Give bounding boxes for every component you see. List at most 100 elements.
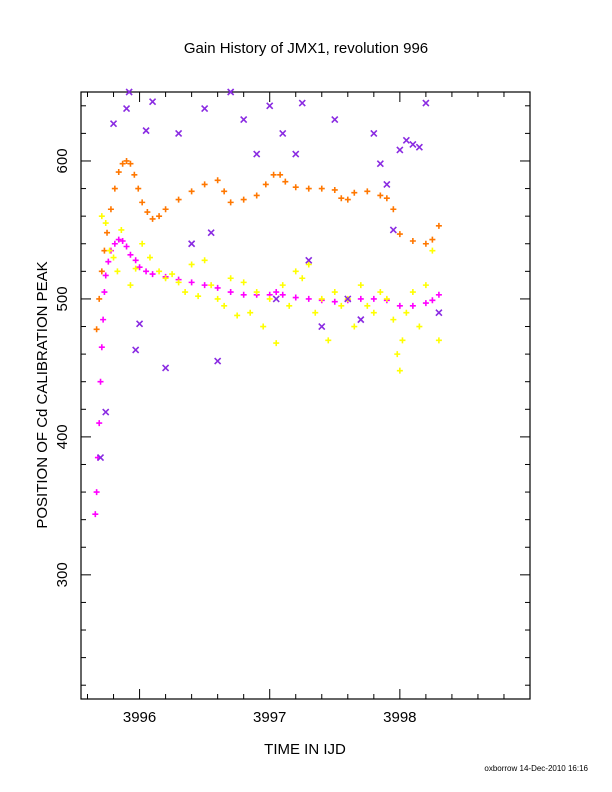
data-point [139,199,146,206]
data-point [131,171,138,178]
data-point [415,143,423,151]
data-point [106,247,113,254]
data-point [389,226,397,234]
data-point [396,146,404,154]
data-point [396,367,403,374]
data-point [383,180,391,188]
data-point [331,116,339,124]
data-point [260,323,267,330]
data-point [127,251,134,258]
data-point [139,240,146,247]
data-point [253,192,260,199]
data-point [149,215,156,222]
y-tick-label: 400 [54,424,71,449]
data-point [364,302,371,309]
x-tick-label: 3997 [253,709,286,726]
data-point [201,282,208,289]
data-point [282,178,289,185]
data-point [97,378,104,385]
data-point [162,275,169,282]
data-point [102,408,110,416]
data-point [422,282,429,289]
data-point [115,236,122,243]
data-point [98,344,105,351]
data-point [279,291,286,298]
data-point [390,206,397,213]
data-point [409,302,416,309]
data-point [351,323,358,330]
data-point [175,279,182,286]
data-point [227,88,235,96]
data-point [136,264,143,271]
data-point [111,185,118,192]
data-point [214,295,221,302]
plot-frame [80,91,531,700]
data-point [132,257,139,264]
data-point [377,192,384,199]
data-point [127,282,134,289]
data-point [132,265,139,272]
data-point [105,258,112,265]
data-point [357,282,364,289]
data-point [429,247,436,254]
data-point [227,275,234,282]
data-point [221,188,228,195]
series-group [92,236,442,518]
data-point [240,291,247,298]
data-point [429,236,436,243]
data-point [305,261,312,268]
data-point [92,511,99,518]
data-point [227,199,234,206]
data-point [101,247,108,254]
data-point [109,120,118,128]
data-point [98,268,105,275]
y-tick-label: 600 [54,148,71,173]
data-point [115,169,122,176]
data-point [273,340,280,347]
data-point [118,226,125,233]
y-tick-label: 300 [54,562,71,587]
data-point [98,213,105,220]
data-point [175,129,183,137]
data-point [227,289,234,296]
data-point [125,88,133,96]
data-point [207,229,215,237]
data-point [119,237,126,244]
data-point [277,171,284,178]
data-point [175,196,182,203]
data-point [292,268,299,275]
data-point [169,271,176,278]
data-point [416,323,423,330]
data-point [370,295,377,302]
data-point [240,116,248,124]
data-point [93,489,100,496]
y-axis-label: POSITION OF Cd CALIBRATION PEAK [34,261,51,528]
data-point [331,289,338,296]
data-point [149,98,157,106]
data-point [305,256,313,264]
footer-credit: oxborrow 14-Dec-2010 16:16 [484,764,588,773]
data-point [146,254,153,261]
data-point [240,196,247,203]
data-point [123,157,130,164]
data-point [286,302,293,309]
data-point [338,302,345,309]
data-point [299,275,306,282]
data-point [318,295,325,302]
data-point [305,295,312,302]
data-point [370,309,377,316]
series-group [93,157,442,333]
data-point [376,160,384,168]
data-point [102,220,109,227]
data-point [96,454,105,462]
data-point [279,129,287,137]
data-point [272,295,280,303]
data-point [422,99,430,107]
data-point [435,309,443,317]
data-point [93,326,100,333]
x-axis-label: TIME IN IJD [264,741,346,758]
data-point [144,209,151,216]
data-point [247,309,254,316]
data-point [312,309,319,316]
data-point [435,337,442,344]
